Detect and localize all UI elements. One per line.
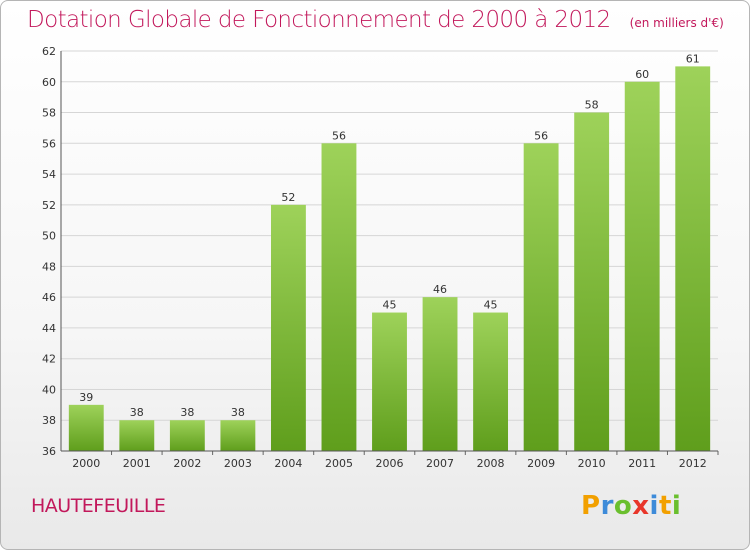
bar-value-label: 52 — [281, 191, 295, 204]
chart-subtitle: (en milliers d'€) — [629, 16, 724, 30]
chart-title: Dotation Globale de Fonctionnement de 20… — [27, 7, 611, 33]
bar — [372, 312, 407, 451]
bar-value-label: 56 — [332, 129, 346, 142]
bar — [119, 420, 155, 451]
y-tick-label: 48 — [42, 260, 56, 273]
y-tick-label: 38 — [42, 414, 56, 427]
x-tick-label: 2006 — [376, 457, 404, 470]
y-tick-label: 50 — [42, 230, 56, 243]
bar-value-label: 45 — [484, 299, 498, 312]
bar — [321, 143, 357, 452]
logo-letter: t — [658, 491, 672, 521]
y-tick-label: 54 — [42, 168, 56, 181]
x-tick-label: 2001 — [123, 457, 151, 470]
x-tick-label: 2004 — [274, 457, 302, 470]
bar-value-label: 58 — [585, 99, 599, 112]
logo-letter: x — [632, 491, 650, 521]
x-tick-label: 2000 — [72, 457, 100, 470]
x-tick-label: 2005 — [325, 457, 353, 470]
logo-letter: i — [649, 491, 659, 521]
y-tick-label: 62 — [42, 45, 56, 58]
proxiti-logo: Proxiti — [581, 491, 681, 521]
bar — [220, 420, 256, 451]
commune-name: HAUTEFEUILLE — [31, 495, 166, 517]
bar — [422, 297, 458, 451]
bar — [574, 112, 610, 452]
x-tick-label: 2007 — [426, 457, 454, 470]
logo-letter: r — [600, 491, 614, 521]
bar-value-label: 56 — [534, 129, 548, 142]
bar — [169, 420, 205, 451]
bar — [523, 143, 559, 452]
bar-value-label: 38 — [180, 406, 194, 419]
x-tick-label: 2012 — [679, 457, 707, 470]
x-tick-label: 2009 — [527, 457, 555, 470]
y-tick-label: 56 — [42, 137, 56, 150]
y-tick-label: 58 — [42, 107, 56, 120]
bar — [270, 204, 306, 451]
bar-value-label: 45 — [383, 299, 397, 312]
bar-value-label: 38 — [231, 406, 245, 419]
bar-value-label: 38 — [130, 406, 144, 419]
bar — [473, 312, 509, 451]
bar-value-label: 46 — [433, 283, 447, 296]
logo-letter: P — [581, 491, 601, 521]
bar — [675, 66, 711, 451]
x-tick-label: 2008 — [477, 457, 505, 470]
chart-title-block: Dotation Globale de Fonctionnement de 20… — [27, 7, 724, 33]
bar-value-label: 61 — [686, 52, 700, 65]
bar — [68, 404, 104, 451]
x-tick-label: 2002 — [173, 457, 201, 470]
bar-value-label: 39 — [79, 391, 93, 404]
bar-value-label: 60 — [635, 68, 649, 81]
y-tick-label: 40 — [42, 383, 56, 396]
y-tick-label: 42 — [42, 353, 56, 366]
x-tick-label: 2010 — [578, 457, 606, 470]
axes: 36 38 40 42 44 46 48 50 52 54 56 58 60 62 2000 2001 2002… — [42, 45, 719, 470]
y-tick-label: 36 — [42, 445, 56, 458]
x-tick-label: 2003 — [224, 457, 252, 470]
x-tick-label: 2011 — [628, 457, 656, 470]
y-tick-label: 44 — [42, 322, 56, 335]
y-tick-label: 46 — [42, 291, 56, 304]
logo-letter: i — [671, 491, 682, 521]
y-tick-label: 60 — [42, 76, 56, 89]
logo-letter: o — [613, 491, 633, 521]
bar — [624, 81, 660, 452]
bars: 39 38 38 38 52 56 45 46 45 56 58 60 61 — [68, 52, 711, 452]
y-tick-label: 52 — [42, 199, 56, 212]
